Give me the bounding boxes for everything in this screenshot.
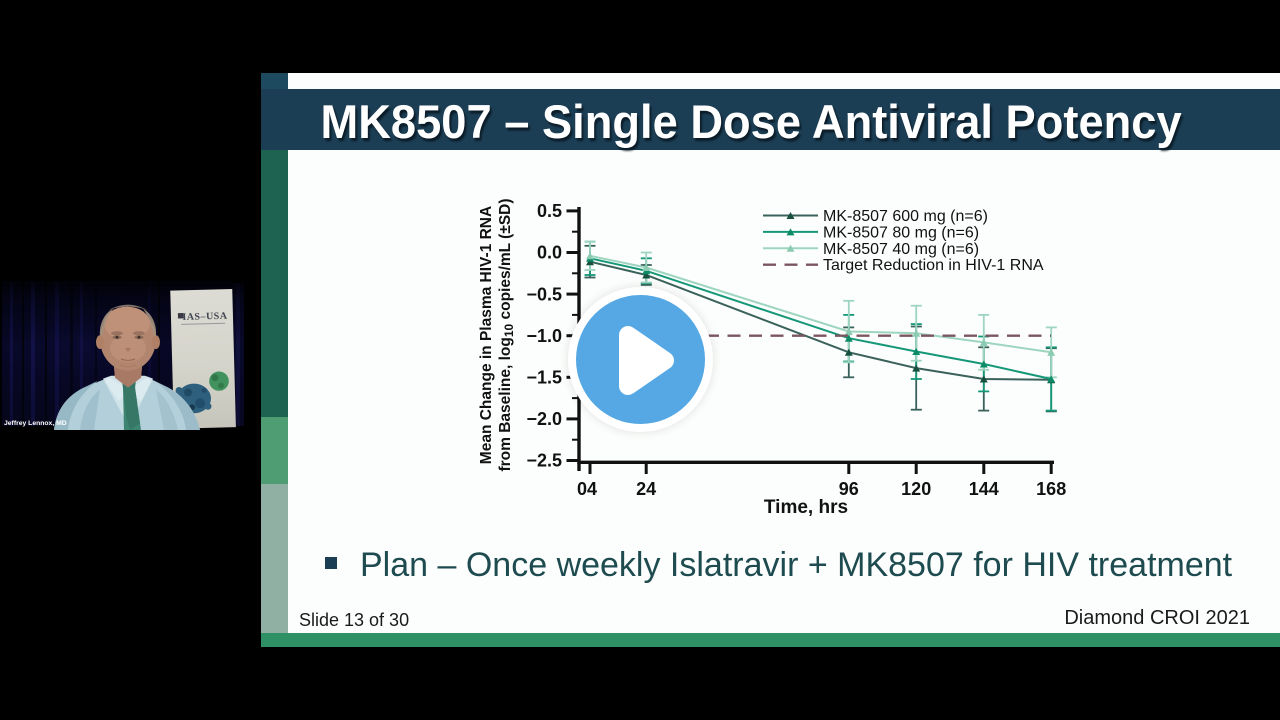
svg-text:04: 04 xyxy=(577,479,597,499)
svg-text:MK-8507 80 mg (n=6): MK-8507 80 mg (n=6) xyxy=(823,224,979,241)
svg-text:120: 120 xyxy=(901,479,931,499)
svg-text:−2.0: −2.0 xyxy=(526,409,562,429)
svg-text:Target Reduction in HIV-1 RNA: Target Reduction in HIV-1 RNA xyxy=(823,257,1044,274)
svg-text:from Baseline, log10 copies/mL: from Baseline, log10 copies/mL (±SD) xyxy=(497,198,516,471)
svg-text:24: 24 xyxy=(636,479,656,499)
svg-text:−2.5: −2.5 xyxy=(526,451,562,471)
svg-text:Time, hrs: Time, hrs xyxy=(764,497,848,518)
svg-text:IAS–USA: IAS–USA xyxy=(182,311,228,323)
svg-text:MK-8507 600 mg (n=6): MK-8507 600 mg (n=6) xyxy=(823,208,988,225)
svg-text:0.0: 0.0 xyxy=(537,243,562,263)
svg-text:−1.0: −1.0 xyxy=(526,326,562,346)
svg-text:168: 168 xyxy=(1036,479,1066,499)
svg-text:0.5: 0.5 xyxy=(537,201,562,221)
svg-text:−0.5: −0.5 xyxy=(526,284,562,304)
svg-text:96: 96 xyxy=(839,479,859,499)
svg-text:−1.5: −1.5 xyxy=(526,368,562,388)
svg-text:144: 144 xyxy=(969,479,999,499)
svg-text:Mean Change in Plasma HIV-1 RN: Mean Change in Plasma HIV-1 RNA xyxy=(478,206,495,464)
svg-text:Jeffrey Lennox, MD: Jeffrey Lennox, MD xyxy=(4,420,67,427)
svg-text:MK-8507 40 mg (n=6): MK-8507 40 mg (n=6) xyxy=(823,241,979,258)
